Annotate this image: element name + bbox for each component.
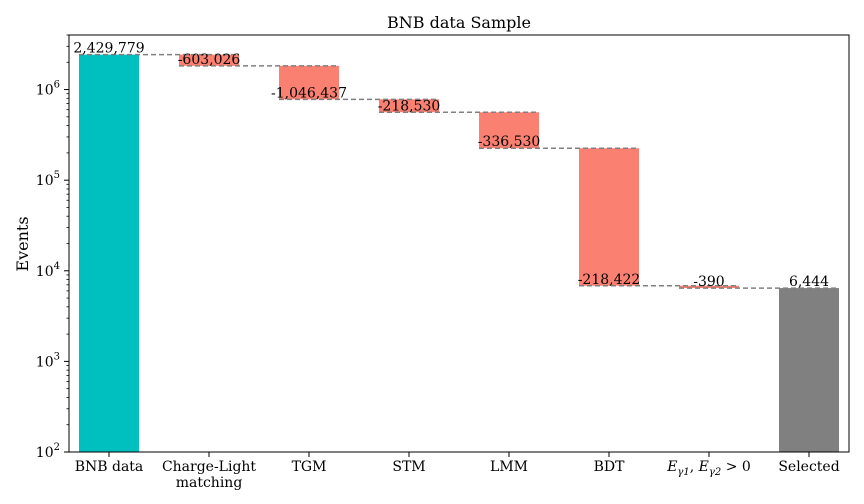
data-label-7: 6,444 [789,274,829,290]
data-labels-group: 2,429,779 -603,026 -1,046,437 -218,530 -336,… [73,41,829,290]
x-tick-label-6: Eγ1, Eγ2 > 0 [666,459,751,478]
x-axis: BNB data Charge-Light matching TGM STM LMM BDT… [75,452,840,491]
y-tick-label-0: 102 [36,442,60,461]
bar-4 [479,112,539,149]
x-tick-label-2: TGM [292,459,327,475]
bar-7 [779,288,839,452]
bar-1 [179,54,239,66]
x-tick-label-3: STM [392,459,425,475]
y-axis-label: Events [13,216,32,271]
connectors-group [79,53,839,289]
bar-5 [579,148,639,286]
data-label-5: -218,422 [578,272,641,288]
y-axis: 102 103 104 105 106 [36,34,69,461]
x-tick-label-7: Selected [778,459,839,475]
bars-group [79,54,839,453]
data-label-1: -603,026 [178,52,241,68]
x-tick-label-4: LMM [490,459,528,475]
data-label-2: -1,046,437 [271,85,347,101]
data-label-3: -218,530 [378,98,441,114]
y-tick-label-4: 106 [36,80,60,99]
y-tick-label-1: 103 [36,351,60,370]
x-tick-label-0: BNB data [75,459,144,475]
data-label-4: -336,530 [478,134,541,150]
bar-6 [679,285,739,289]
bar-3 [379,99,439,113]
bar-0 [79,54,139,453]
plot-frame [68,34,850,453]
data-label-6: -390 [693,274,724,290]
data-label-0: 2,429,779 [73,41,144,57]
x-tick-label-5: BDT [594,459,626,475]
y-tick-label-2: 104 [36,261,60,280]
y-tick-label-3: 105 [36,170,60,189]
x-tick-label-1: Charge-Light matching [162,459,256,491]
chart-title: BNB data Sample [387,13,531,32]
bar-2 [279,65,339,100]
